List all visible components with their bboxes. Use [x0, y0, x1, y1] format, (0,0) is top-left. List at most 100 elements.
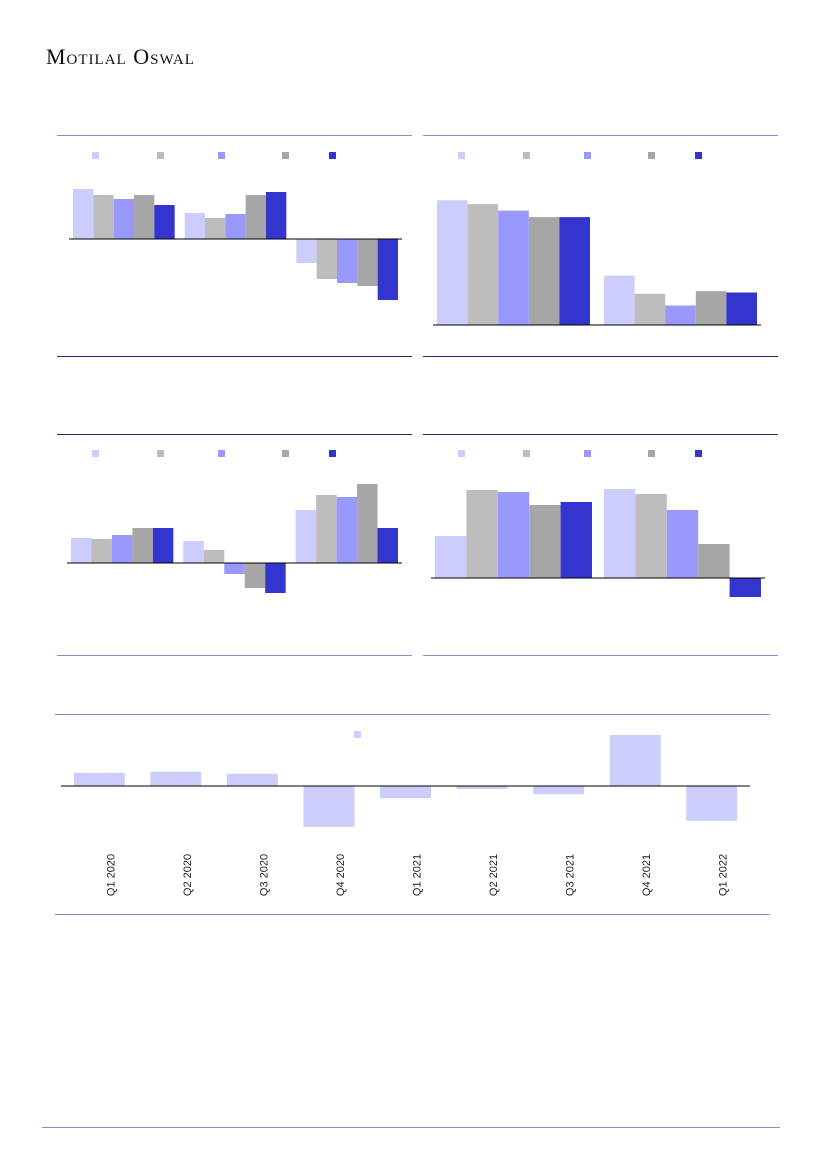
legend-marker — [92, 152, 99, 159]
rule-mid1-right — [423, 356, 778, 357]
bar — [609, 735, 661, 786]
bar — [456, 786, 508, 790]
legend-marker — [92, 450, 99, 457]
bar — [183, 541, 204, 563]
bar — [73, 189, 94, 239]
bar — [666, 510, 699, 578]
chart-4 — [423, 440, 778, 650]
bar — [111, 535, 133, 563]
legend-marker — [695, 152, 702, 159]
chart-svg — [433, 152, 761, 326]
legend-marker — [157, 152, 164, 159]
bar — [467, 204, 499, 325]
bar — [152, 528, 174, 563]
bar — [357, 239, 378, 286]
chart-svg — [431, 450, 765, 597]
bar — [686, 786, 738, 821]
rule-top-left — [57, 135, 412, 136]
bar — [437, 200, 468, 325]
legend-marker — [282, 152, 289, 159]
bar — [698, 544, 730, 578]
bar — [435, 536, 467, 578]
bar — [244, 563, 266, 588]
bar — [357, 484, 378, 563]
bar — [337, 239, 358, 283]
legend-marker — [329, 152, 336, 159]
bar — [205, 218, 226, 239]
bar — [336, 497, 358, 563]
bar — [296, 239, 317, 263]
legend-marker — [458, 152, 465, 159]
rule-wide-top — [55, 714, 770, 715]
x-tick-label: Q3 2020 — [258, 854, 270, 896]
bar — [266, 192, 287, 239]
x-tick-label: Q4 2020 — [335, 854, 347, 896]
bar — [225, 214, 246, 239]
legend-marker — [458, 450, 465, 457]
rule-wide-bottom — [55, 914, 770, 915]
bar — [91, 539, 112, 563]
bar — [529, 505, 561, 578]
legend-marker — [523, 450, 530, 457]
bar — [113, 199, 134, 239]
chart-1 — [57, 140, 412, 350]
chart-2 — [423, 140, 778, 350]
bar — [316, 495, 337, 563]
x-tick-label: Q2 2021 — [488, 854, 500, 896]
legend-marker — [584, 450, 591, 457]
bar — [226, 773, 278, 786]
bar — [634, 293, 666, 325]
bar — [245, 195, 266, 239]
chart-svg — [67, 450, 402, 593]
bar — [665, 305, 696, 325]
legend-marker — [354, 731, 361, 738]
rule-mid2-right — [423, 434, 778, 435]
bar — [203, 550, 225, 563]
legend-marker — [282, 450, 289, 457]
bar — [604, 489, 636, 578]
brand-logo: Motilal Oswal — [46, 44, 195, 69]
rule-mid3-right — [423, 655, 778, 656]
bar — [560, 502, 592, 578]
legend-marker — [695, 450, 702, 457]
legend-marker — [648, 450, 655, 457]
bar — [377, 528, 398, 563]
legend-marker — [329, 450, 336, 457]
bar — [377, 239, 398, 300]
chart-5: Q1 2020 Q2 2020 Q3 2020 Q4 2020 Q1 2021 Q2 20… — [55, 720, 770, 910]
bar — [533, 786, 585, 795]
bar — [729, 578, 761, 597]
chart-svg — [69, 152, 402, 300]
bar — [134, 195, 155, 239]
rule-mid3-left — [57, 655, 412, 656]
bar — [71, 538, 92, 563]
x-tick-label: Q1 2021 — [412, 854, 424, 896]
legend-marker — [218, 450, 225, 457]
bar — [303, 786, 355, 827]
bar — [466, 490, 498, 578]
rule-mid2-left — [57, 434, 412, 435]
bar — [150, 771, 202, 786]
bar — [73, 772, 125, 786]
x-tick-label: Q2 2020 — [182, 854, 194, 896]
legend-marker — [648, 152, 655, 159]
legend-marker — [218, 152, 225, 159]
bar — [265, 563, 286, 593]
bar — [695, 291, 727, 325]
bar — [498, 210, 529, 325]
bar — [604, 275, 635, 325]
bar — [93, 195, 114, 239]
x-tick-label: Q1 2022 — [718, 854, 730, 896]
bar — [497, 492, 530, 578]
bar — [559, 217, 590, 325]
chart-3 — [57, 440, 412, 650]
footer-rule — [42, 1127, 780, 1128]
legend-marker — [157, 450, 164, 457]
legend-marker — [584, 152, 591, 159]
rule-top-right — [423, 135, 778, 136]
x-tick-label: Q4 2021 — [641, 854, 653, 896]
bar — [528, 217, 560, 325]
chart-svg: Q1 2020 Q2 2020 Q3 2020 Q4 2020 Q1 2021 Q2 20… — [61, 731, 750, 896]
bar — [380, 786, 431, 799]
bar — [635, 494, 667, 578]
